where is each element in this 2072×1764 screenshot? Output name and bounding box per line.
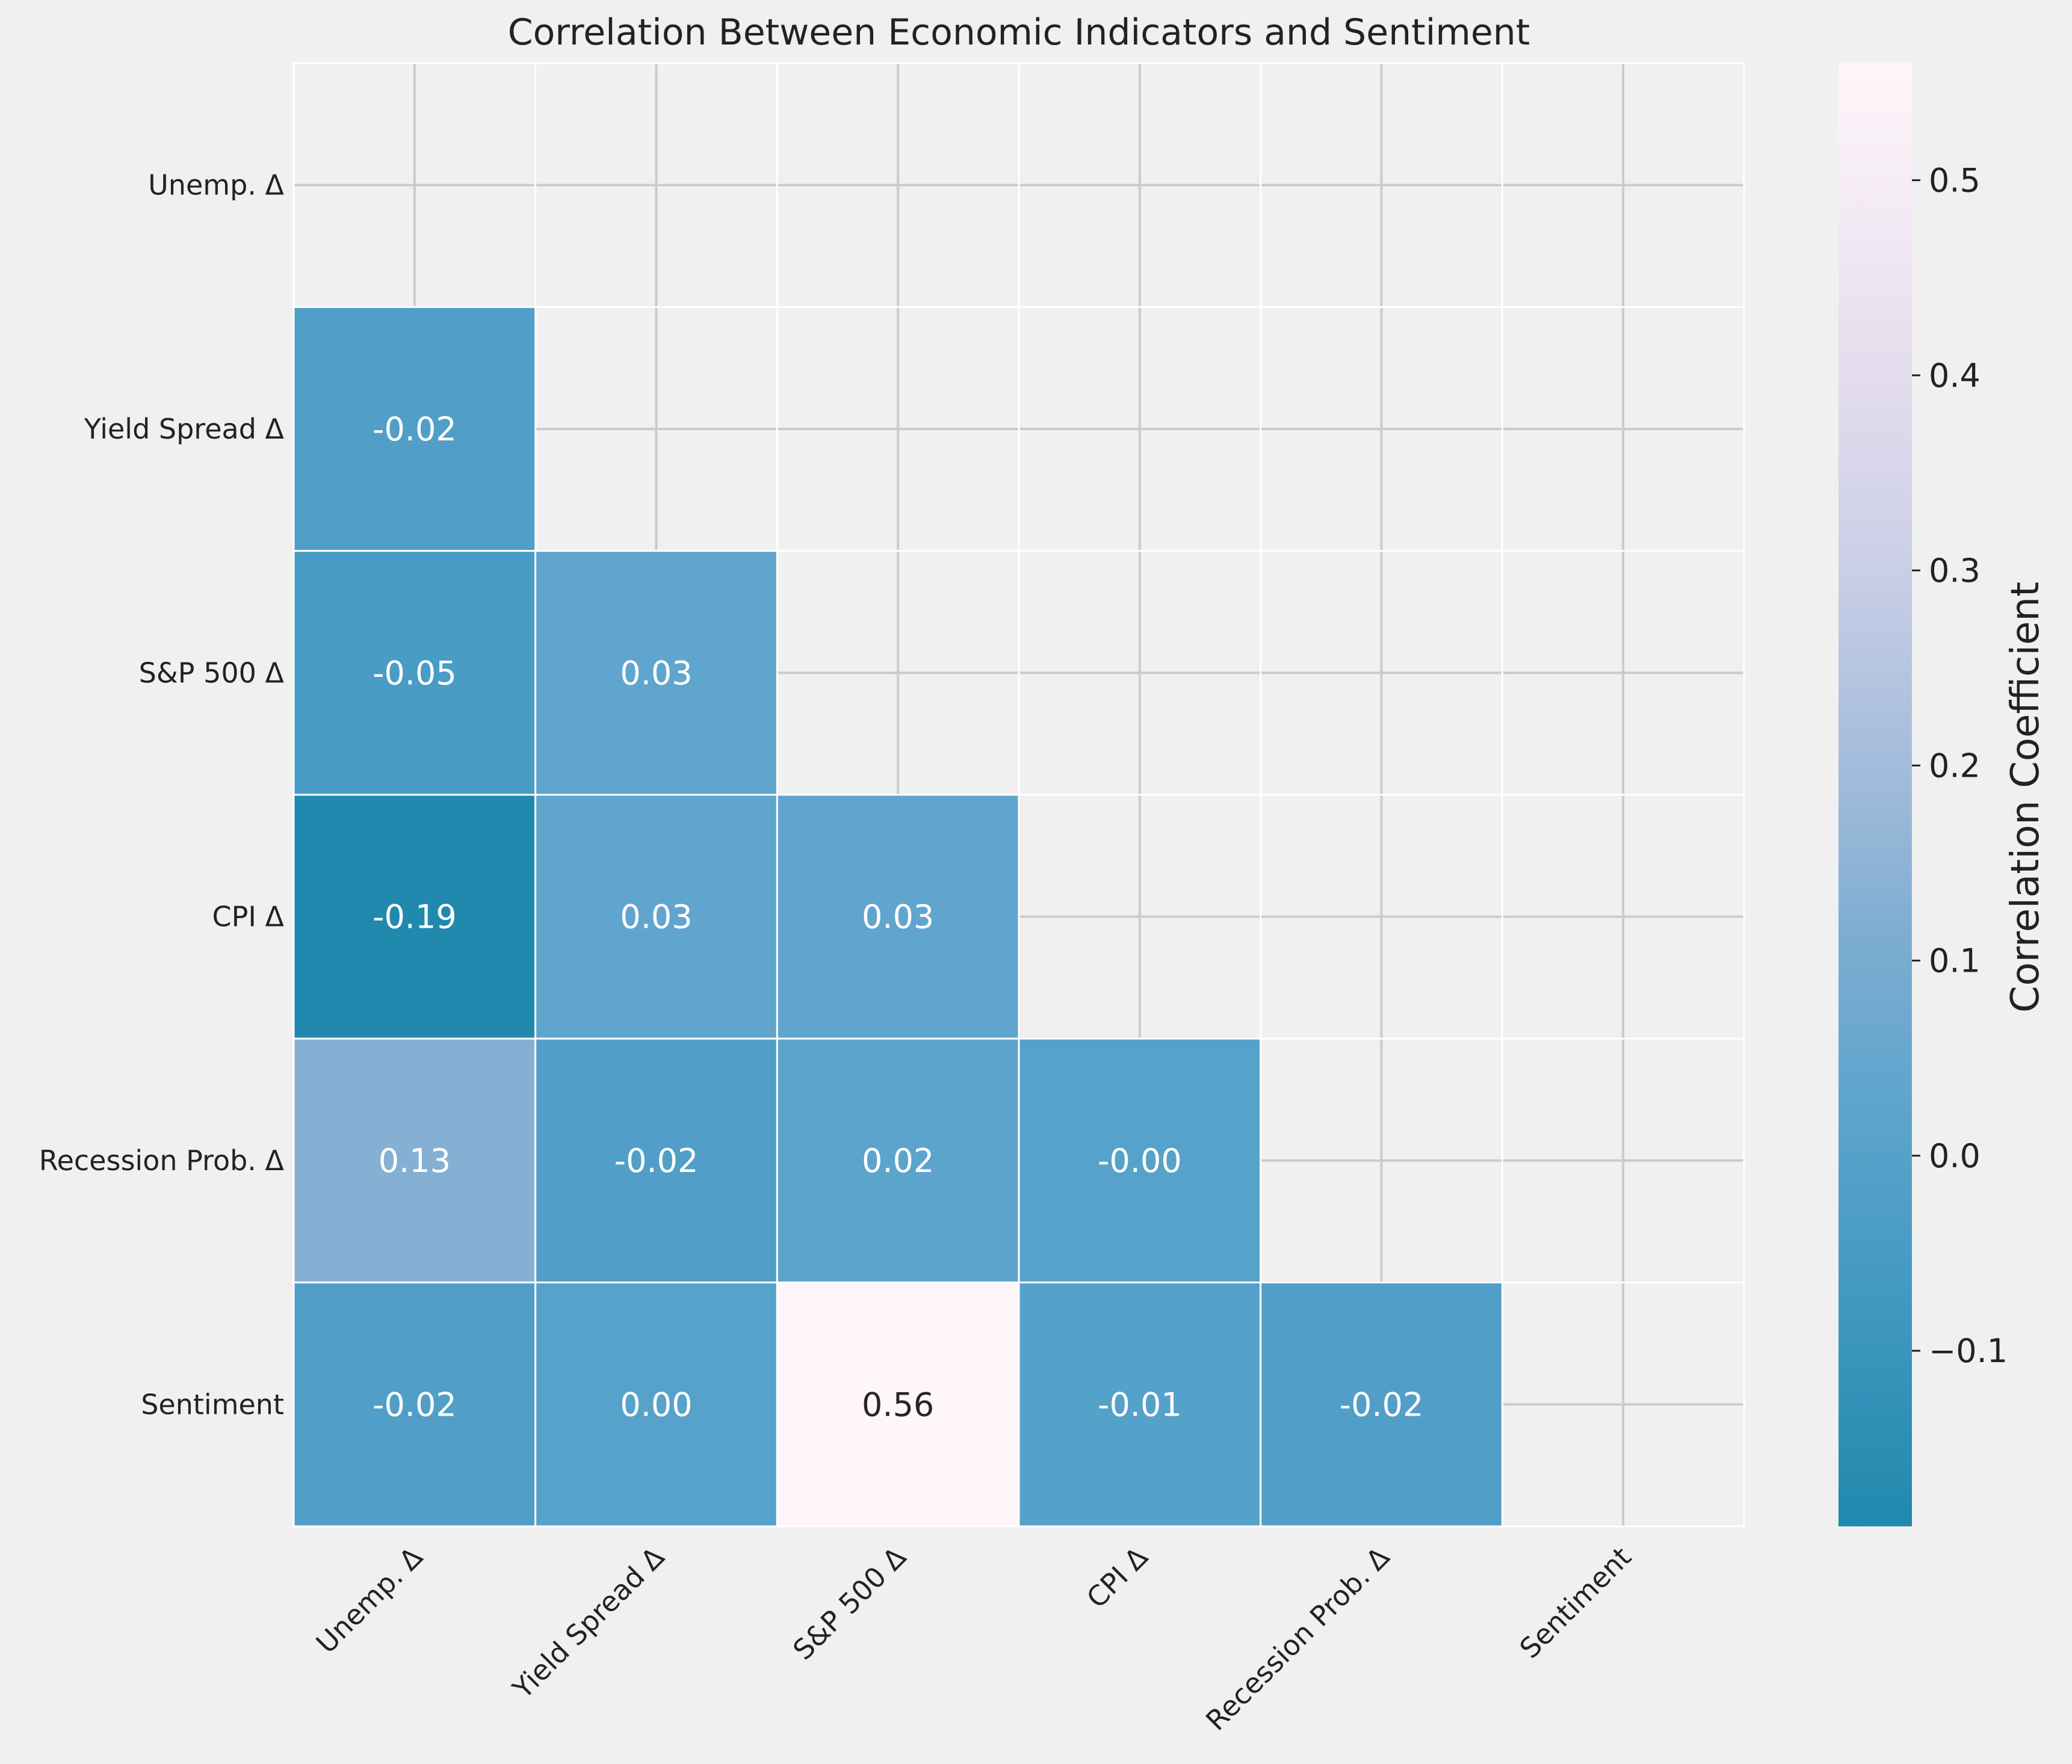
cell-value-label: -0.02 bbox=[1340, 1386, 1424, 1423]
cell-value-label: -0.02 bbox=[373, 1386, 457, 1423]
heatmap-cell bbox=[1018, 1037, 1262, 1284]
heatmap-cell bbox=[534, 550, 778, 796]
heatmap-cell bbox=[292, 306, 537, 552]
colorbar: −0.1 0.0 0.1 0.2 0.3 0.4 0.5 bbox=[1839, 63, 2008, 1526]
colorbar-label: Correlation Coefficient bbox=[2003, 582, 2048, 1013]
heatmap-cell bbox=[292, 794, 537, 1040]
heatmap-cell bbox=[776, 794, 1020, 1040]
heatmap-cell bbox=[1260, 1281, 1503, 1528]
heatmap-cell bbox=[292, 1037, 537, 1284]
colorbar-tick-label: 0.4 bbox=[1929, 357, 1981, 395]
cell-value-label: 0.13 bbox=[379, 1142, 451, 1180]
colorbar-tick-label: 0.0 bbox=[1929, 1137, 1981, 1175]
cell-value-label: 0.00 bbox=[620, 1386, 692, 1423]
colorbar-tick-label: 0.5 bbox=[1929, 162, 1981, 200]
chart-title: Correlation Between Economic Indicators … bbox=[508, 11, 1530, 54]
cell-value-label: -0.01 bbox=[1098, 1386, 1182, 1423]
plot-area: -0.02 -0.05 0.03 -0.19 0.03 0.03 0.13 -0.02 0.02… bbox=[292, 62, 1745, 1528]
colorbar-tick-label: 0.1 bbox=[1929, 942, 1981, 980]
cell-value-label: -0.02 bbox=[614, 1142, 699, 1180]
cell-value-label: 0.03 bbox=[620, 654, 692, 692]
y-tick-label: Recession Prob. Δ bbox=[39, 1144, 285, 1177]
cell-value-label: -0.02 bbox=[373, 410, 457, 448]
cell-value-label: -0.19 bbox=[373, 898, 457, 936]
heatmap-cell bbox=[534, 1281, 778, 1528]
y-tick-label: Yield Spread Δ bbox=[84, 413, 285, 445]
colorbar-tick-label: 0.2 bbox=[1929, 747, 1981, 785]
heatmap-cell bbox=[292, 1281, 537, 1528]
cell-value-label: 0.03 bbox=[862, 898, 934, 936]
colorbar-tick-label: 0.3 bbox=[1929, 552, 1981, 590]
y-axis-tick-labels: Unemp. Δ Yield Spread Δ S&P 500 Δ CPI Δ Rece… bbox=[39, 169, 285, 1421]
cell-value-label: -0.05 bbox=[373, 654, 457, 692]
cell-value-label: -0.00 bbox=[1098, 1142, 1182, 1180]
cell-value-label: 0.03 bbox=[620, 898, 692, 936]
y-tick-label: Unemp. Δ bbox=[148, 169, 284, 202]
cell-value-label: 0.56 bbox=[862, 1386, 934, 1423]
y-tick-label: CPI Δ bbox=[212, 901, 284, 933]
heatmap-cell bbox=[534, 794, 778, 1040]
y-tick-label: S&P 500 Δ bbox=[139, 656, 285, 689]
colorbar-gradient bbox=[1839, 63, 1912, 1526]
y-tick-label: Sentiment bbox=[141, 1388, 284, 1420]
heatmap-cell bbox=[292, 550, 537, 796]
heatmap-cell bbox=[1018, 1281, 1262, 1528]
cell-value-label: 0.02 bbox=[862, 1142, 934, 1180]
heatmap-cells: -0.02 -0.05 0.03 -0.19 0.03 0.03 0.13 -0.02 0.02… bbox=[292, 306, 1503, 1528]
colorbar-tick-label: −0.1 bbox=[1929, 1332, 2008, 1370]
